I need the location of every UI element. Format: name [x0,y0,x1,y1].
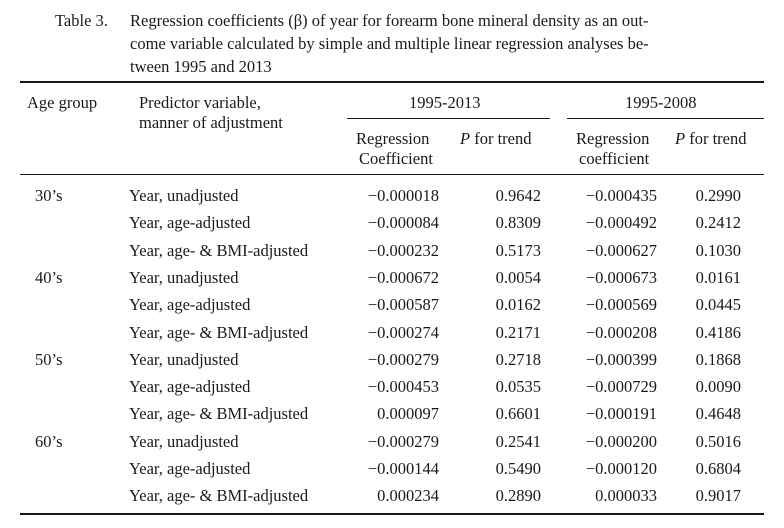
p-1995-2013-cell: 0.9642 [495,186,541,205]
top-rule [20,81,764,83]
p-1995-2008-cell: 0.0161 [695,267,741,287]
table-label: Table 3. [55,11,108,30]
predictor-cell: Year, unadjusted [129,349,239,369]
age-group-cell: 30’s [35,186,63,205]
caption-line: tween 1995 and 2013 [130,57,272,76]
coef-1995-2013-cell: −0.000587 [367,295,439,315]
predictor-cell: Year, age- & BMI-adjusted [129,404,309,424]
predictor-cell: Year, unadjusted [129,431,239,451]
predictor-cell: Year, unadjusted [129,186,239,205]
coef-1995-2008-cell: −0.000399 [585,349,657,369]
period-2-span-rule [567,118,764,119]
coef-1995-2008-cell: 0.000033 [595,486,657,506]
p-1995-2008-cell: 0.0445 [695,295,741,315]
period-2-header: 1995-2008 [625,93,697,112]
coef-1995-2008-cell: −0.000208 [585,322,657,342]
caption-text: Regression coefficients (β) of year for … [130,9,750,78]
p-symbol: P [460,129,471,148]
p-1995-2008-cell: 0.0090 [695,377,741,397]
period-1-span-rule [347,118,550,119]
predictor-cell: Year, age- & BMI-adjusted [129,240,309,260]
coef-1995-2013-cell: −0.000144 [367,459,439,478]
predictor-cell: Year, age-adjusted [129,295,251,315]
coef-1995-2013-cell: −0.000274 [367,322,439,342]
coef-1995-2008-cell: −0.000627 [585,240,657,260]
age-group-cell: 50’s [35,349,63,369]
period-1-header: 1995-2013 [409,93,481,112]
coef-1995-2013-cell: 0.000234 [377,486,439,506]
predictor-cell: Year, age-adjusted [129,377,251,397]
coef-1995-2008-cell: −0.000191 [585,404,657,424]
predictor-cell: Year, age-adjusted [129,213,251,233]
p-1995-2008-cell: 0.9017 [695,486,741,506]
coef-1995-2013-cell: 0.000097 [377,404,439,424]
p-1995-2008-cell: 0.2990 [695,186,741,205]
p-1995-2013-cell: 0.0535 [495,377,541,397]
bottom-rule [20,513,764,515]
p-trend-2-header: P for trend [675,128,747,150]
p-1995-2013-cell: 0.0162 [495,295,541,315]
predictor-cell: Year, age- & BMI-adjusted [129,486,309,506]
coef-1995-2008-cell: −0.000492 [585,213,657,233]
p-1995-2013-cell: 0.2171 [495,322,541,342]
p-1995-2008-cell: 0.4648 [695,404,741,424]
coef-1995-2013-cell: −0.000279 [367,431,439,451]
age-group-header: Age group [27,93,98,112]
coef-1995-2008-cell: −0.000673 [585,267,657,287]
p-trend-label: for trend [470,129,532,148]
coef-1995-2008-cell: −0.000729 [585,377,657,397]
p-1995-2008-cell: 0.5016 [695,431,741,451]
coef-1995-2013-cell: −0.000232 [367,240,439,260]
coef-1-header-line1: Regression [356,129,430,148]
caption-line: come variable calculated by simple and m… [130,34,649,53]
age-group-cell: 40’s [35,267,63,287]
p-1995-2013-cell: 0.6601 [495,404,541,424]
p-symbol: P [675,129,686,148]
coef-1995-2008-cell: −0.000435 [585,186,657,205]
coef-1-header-line2: Coefficient [359,149,433,168]
p-1995-2013-cell: 0.2541 [495,431,541,451]
coef-1995-2013-cell: −0.000018 [367,186,439,205]
p-1995-2008-cell: 0.2412 [695,213,741,233]
p-1995-2013-cell: 0.8309 [495,213,541,233]
p-1995-2013-cell: 0.5490 [495,459,541,478]
p-1995-2013-cell: 0.5173 [495,240,541,260]
coef-1995-2013-cell: −0.000672 [367,267,439,287]
age-group-cell: 60’s [35,431,63,451]
p-1995-2008-cell: 0.4186 [695,322,741,342]
header-rule [20,174,764,175]
coef-1995-2008-cell: −0.000569 [585,295,657,315]
caption-line: Regression coefficients (β) of year for … [130,11,649,30]
coef-2-header-line2: coefficient [579,149,650,168]
predictor-header-line2: manner of adjustment [139,113,283,132]
p-trend-1-header: P for trend [460,128,532,150]
p-trend-label: for trend [685,129,747,148]
p-1995-2013-cell: 0.2890 [495,486,541,506]
coef-1995-2013-cell: −0.000084 [367,213,439,233]
coef-2-header-line1: Regression [576,129,650,148]
p-1995-2008-cell: 0.6804 [695,459,741,478]
predictor-header-line1: Predictor variable, [139,93,261,112]
predictor-cell: Year, age-adjusted [129,459,251,478]
predictor-cell: Year, age- & BMI-adjusted [129,322,309,342]
p-1995-2008-cell: 0.1030 [695,240,741,260]
p-1995-2008-cell: 0.1868 [695,349,741,369]
p-1995-2013-cell: 0.2718 [495,349,541,369]
p-1995-2013-cell: 0.0054 [495,267,541,287]
predictor-cell: Year, unadjusted [129,267,239,287]
coef-1995-2013-cell: −0.000279 [367,349,439,369]
coef-1995-2008-cell: −0.000200 [585,431,657,451]
coef-1995-2008-cell: −0.000120 [585,459,657,478]
coef-1995-2013-cell: −0.000453 [367,377,439,397]
